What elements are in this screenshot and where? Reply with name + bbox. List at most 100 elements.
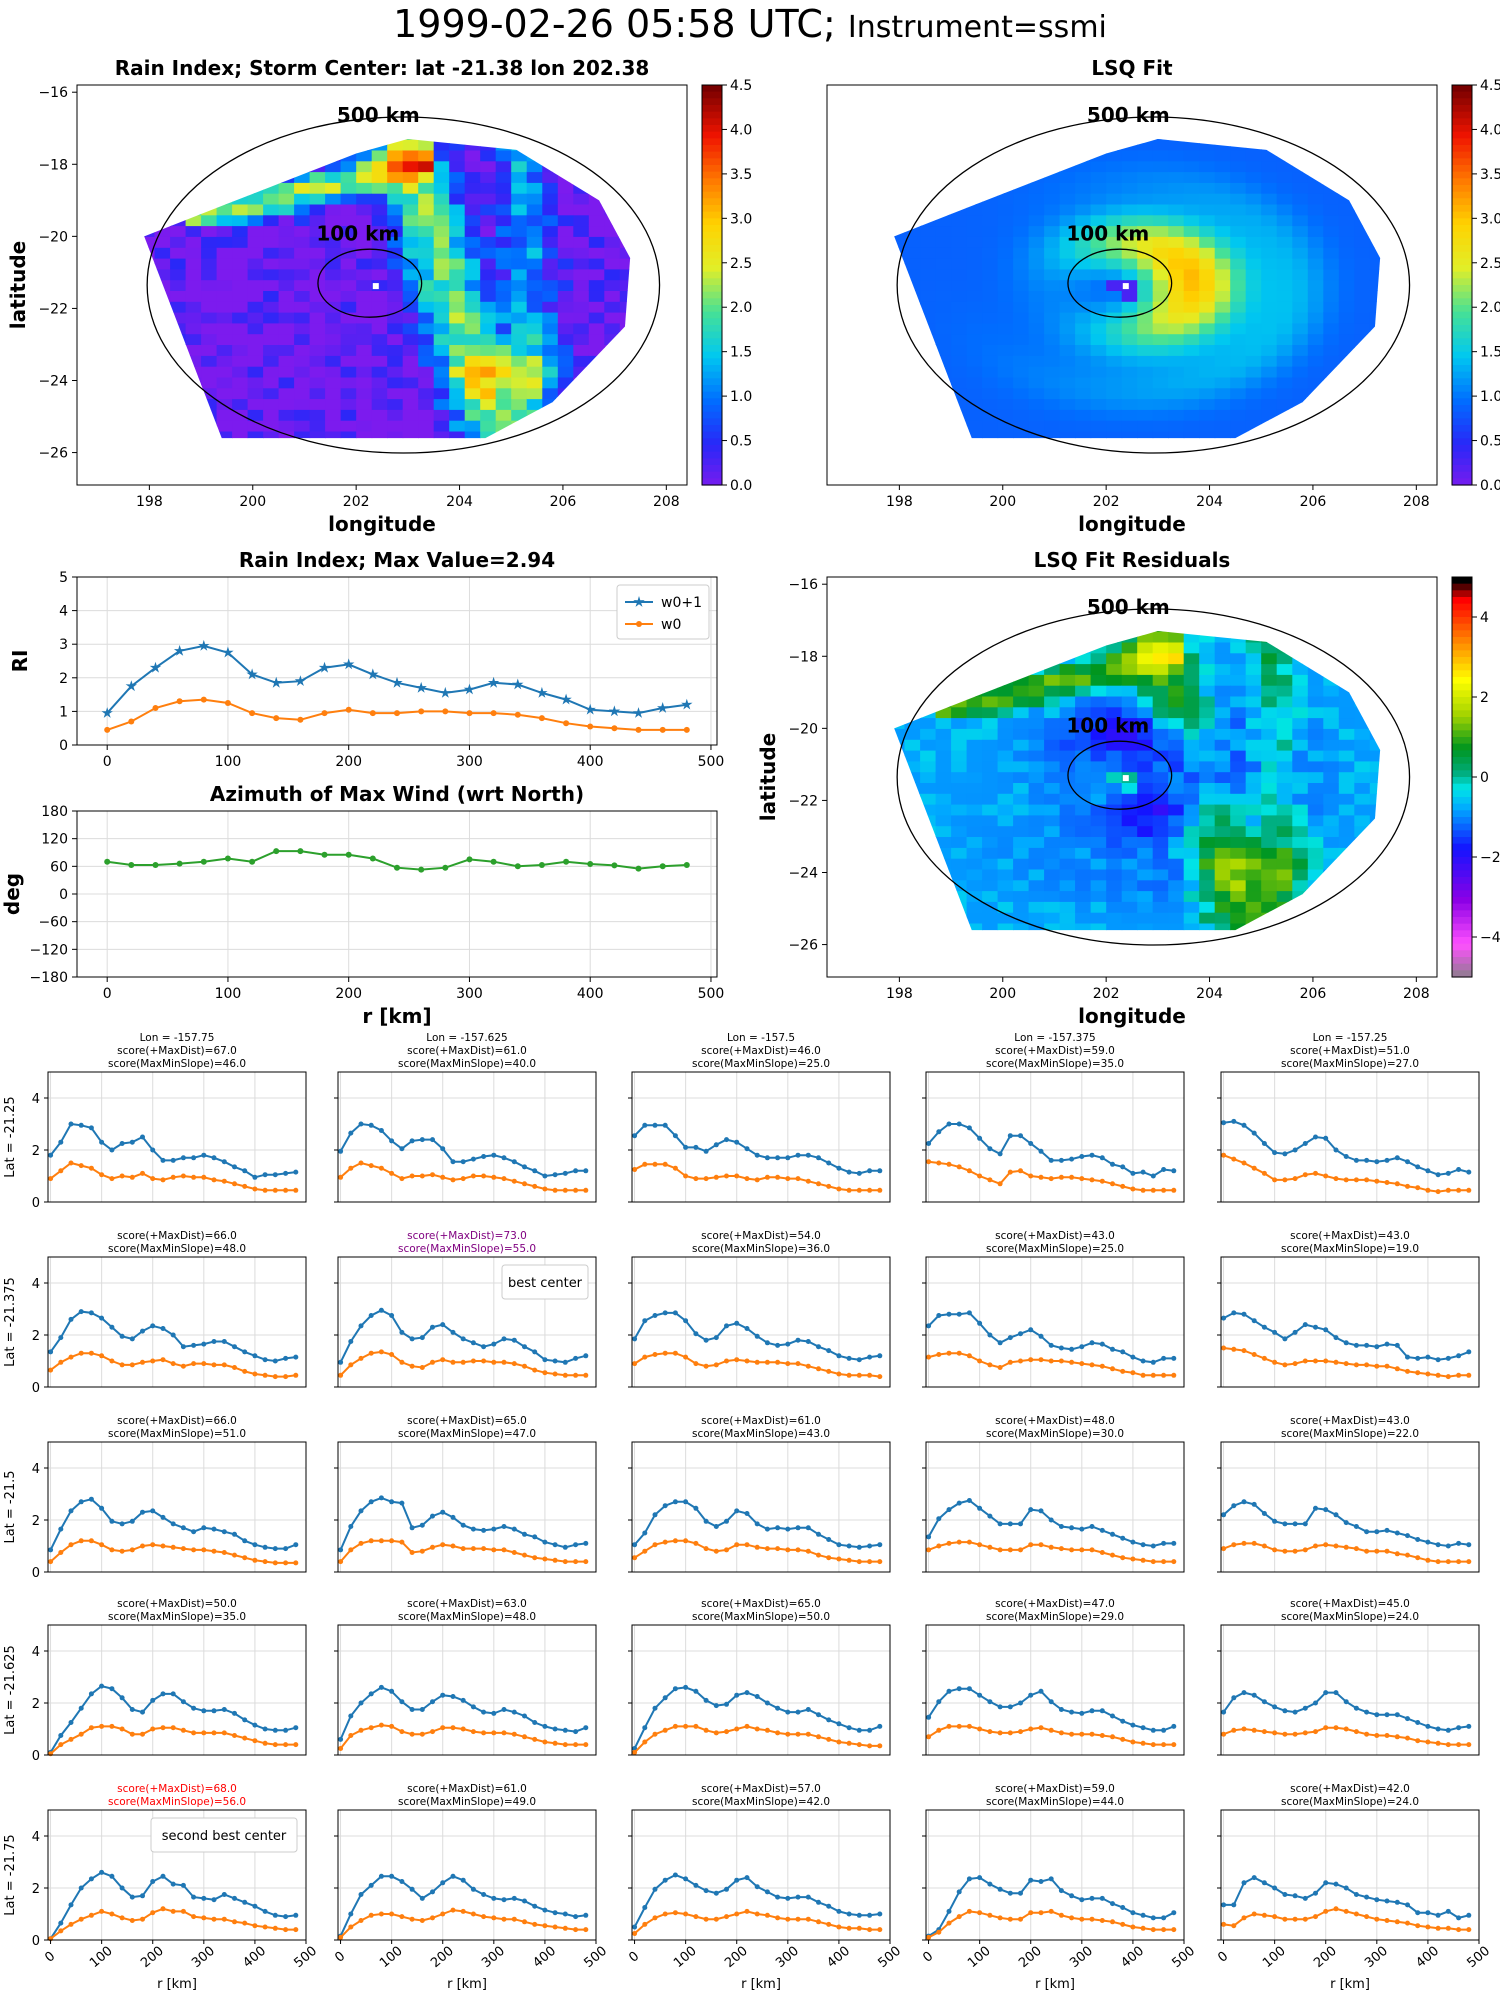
map-cell [387,160,404,173]
map-cell [557,203,574,216]
map-cell [1152,258,1169,270]
map-cell [278,203,295,216]
map-cell [1106,836,1123,848]
map-cell [464,149,481,162]
map-cell [1199,290,1216,302]
map-cell [1137,912,1154,924]
map-cell [1245,203,1262,216]
map-cell [573,268,590,281]
colorbar-segment [702,358,722,366]
map-cell [1199,312,1216,324]
map-cell [1059,420,1076,432]
colorbar-tick-label: −4 [1480,930,1500,946]
y-tick-label: −24 [38,373,68,389]
map-cell [495,149,512,162]
map-cell [1028,398,1045,410]
map-cell [951,279,968,291]
map-cell [371,409,388,421]
map-cell [526,193,543,205]
map-cell [1338,279,1355,291]
map-cell [1199,376,1216,389]
map-cell [982,301,999,313]
y-tick-label: −20 [38,229,68,245]
map-cell [201,247,218,259]
map-cell [1214,279,1231,291]
map-cell [1090,901,1107,913]
map-cell [1183,663,1200,675]
map-cell [1261,858,1278,870]
map-cell [542,290,559,302]
colorbar-segment [1452,663,1472,671]
map-cell [495,344,512,356]
map-cell [1075,814,1092,827]
map-cell [573,333,590,345]
map-cell [1199,814,1216,827]
map-cell [1230,355,1247,367]
map-cell [232,214,249,227]
map-cell [340,333,357,345]
map-cell [480,160,497,173]
map-cell [1214,825,1231,837]
map-cell [1044,922,1061,931]
map-cell [340,171,357,183]
map-cell [1044,901,1061,913]
map-cell [1106,376,1123,389]
map-cell [1323,258,1340,270]
map-cell [982,376,999,389]
map-cell [542,236,559,248]
map-cell [1307,706,1324,719]
map-cell [1199,268,1216,281]
map-cell [573,236,590,248]
map-cell [1199,695,1216,708]
map-cell [1152,901,1169,913]
map-cell [920,750,937,762]
map-cell [1214,836,1231,848]
map-cell [170,301,187,313]
map-cell [1044,247,1061,259]
map-cell [449,387,466,400]
data-point [418,866,425,873]
y-tick-label: 3 [59,637,68,653]
map-cell [325,398,342,410]
map-cell [1168,814,1185,827]
map-cell [1276,301,1293,313]
colorbar-segment [702,265,722,273]
map-cell [464,171,481,183]
map-cell [1199,890,1216,902]
map-cell [371,258,388,270]
map-cell [1137,193,1154,205]
colorbar-segment [1452,957,1472,965]
map-cell [1261,847,1278,859]
y-tick-label: 60 [50,859,68,875]
map-cell [1230,279,1247,291]
colorbar-segment [1452,883,1472,891]
map-cell [1044,182,1061,194]
map-cell [1245,376,1262,389]
colorbar-segment [702,245,722,253]
map-cell [495,214,512,227]
map-cell [247,344,264,356]
map-cell [604,236,621,248]
map-cell [1276,247,1293,259]
map-cell [966,387,983,400]
map-cell [1214,312,1231,324]
map-cell [557,344,574,356]
map-cell [263,225,280,237]
map-cell [1292,858,1309,870]
map-cell [511,344,528,356]
map-cell [982,836,999,848]
map-cell [982,760,999,773]
map-cell [1214,771,1231,783]
map-cell [1013,409,1030,421]
map-cell [1090,739,1107,751]
colorbar-segment [1452,623,1472,631]
map-cell [480,236,497,248]
data-point [514,711,521,718]
map-cell [573,322,590,335]
map-cell [185,279,202,291]
map-cell [340,247,357,259]
map-cell [1276,695,1293,708]
map-cell [418,312,435,324]
map-cell [573,203,590,216]
map-cell [325,247,342,259]
